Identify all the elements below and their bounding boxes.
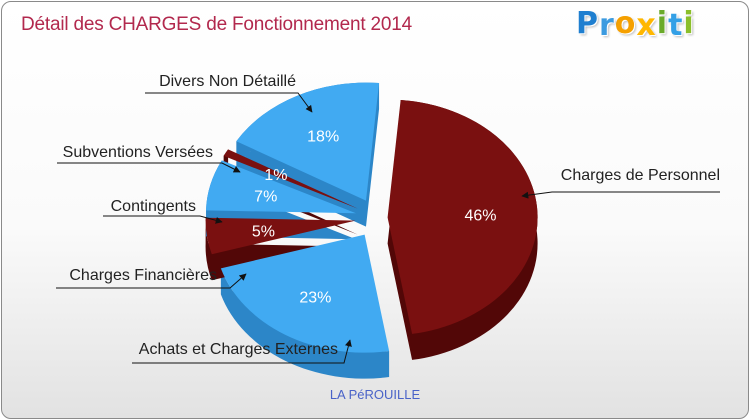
slice-category-label: Achats et Charges Externes [139,341,338,358]
pie-slice [236,82,380,201]
pie-slice [387,99,538,334]
slice-percent-label: 1% [264,167,287,184]
pie-slice [206,160,356,214]
slice-category-label: Subventions Versées [63,144,213,161]
leader-line [56,273,247,289]
slice-percent-label: 5% [252,223,275,240]
chart-title: Détail des CHARGES de Fonctionnement 201… [21,14,413,35]
leader-line [145,92,313,113]
commune-name: LA PéROUILLE [329,387,421,402]
leader-line [521,191,720,199]
logo-letter: P [576,6,599,41]
logo-letter: i [683,6,695,41]
leader-line [57,162,241,173]
logo-letter: x [636,8,657,43]
leader-line [132,339,352,364]
slice-percent-label: 18% [307,129,339,146]
slice-category-label: Charges Financières [69,267,217,284]
logo-letter: o [614,6,637,41]
leader-line [103,215,223,224]
pie-slice [220,234,390,353]
slice-category-label: Divers Non Détaillé [159,73,296,90]
logo-letter: i [656,6,669,41]
pie-slice [205,217,356,255]
slice-percent-label: 46% [465,208,497,225]
logo-letter: t [668,8,684,43]
slice-category-label: Contingents [111,198,196,215]
proxiti-logo: Proxiti [576,6,695,43]
slice-percent-label: 7% [254,189,277,206]
slice-percent-label: 23% [299,290,331,307]
slice-category-label: Charges de Personnel [561,167,720,184]
logo-letter: r [599,8,615,43]
pie-slice [223,149,358,209]
